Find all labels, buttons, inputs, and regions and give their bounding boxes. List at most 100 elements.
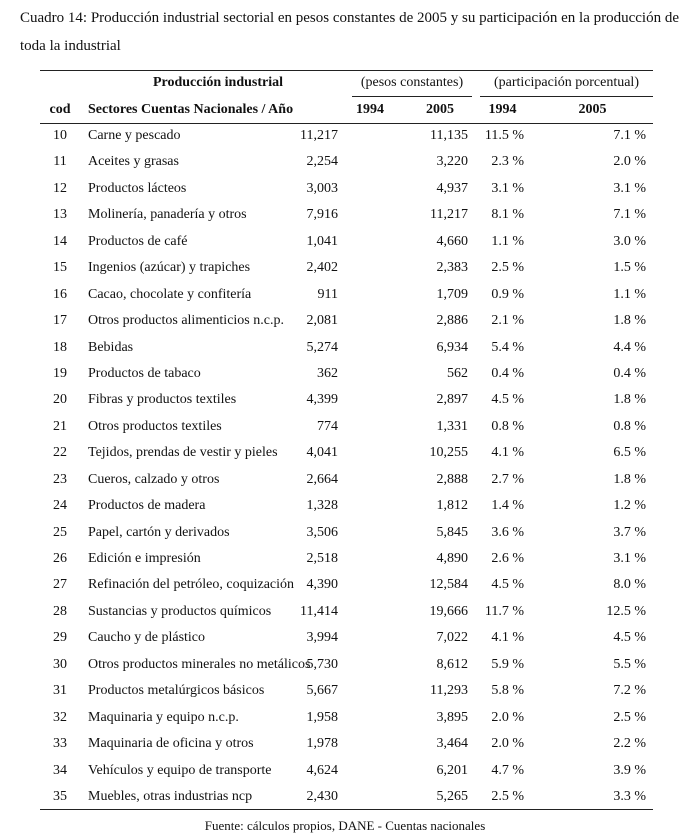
table-cell: 4.5 %	[491, 392, 524, 408]
table-cell: Cacao, chocolate y confitería	[88, 286, 252, 302]
table-cell: 1,812	[436, 498, 469, 514]
table-cell: 2,888	[436, 471, 469, 487]
table-cell: 1.8 %	[613, 471, 646, 487]
table-cell: 2.0 %	[491, 736, 524, 752]
table-cell: 12.5 %	[606, 603, 646, 619]
table-cell: 1.8 %	[613, 392, 646, 408]
table-cell: 2.0 %	[613, 154, 646, 170]
table-cell: 3.1 %	[491, 180, 524, 196]
table-cell: 8.1 %	[491, 207, 524, 223]
table-cell: 21	[53, 418, 67, 434]
table-cell: 3,003	[306, 180, 339, 196]
table-cell: 774	[317, 418, 338, 434]
table-cell: 6.5 %	[613, 445, 646, 461]
table-cell: Vehículos y equipo de transporte	[88, 762, 272, 778]
table-cell: 13	[53, 207, 67, 223]
table-cell: 8,612	[436, 656, 469, 672]
table-cell: Ingenios (azúcar) y trapiches	[88, 260, 251, 276]
table-cell: 31	[53, 683, 67, 699]
table-cell: 362	[317, 365, 338, 381]
group-header: (participación porcentual)	[494, 75, 639, 90]
table-cell: Productos de café	[88, 233, 188, 249]
table-cell: 3.1 %	[613, 551, 646, 567]
table-cell: 1.8 %	[613, 313, 646, 329]
table-cell: 4,660	[436, 233, 469, 249]
table-cell: 12	[53, 180, 67, 196]
header-rule	[40, 123, 653, 124]
table-cell: 7,916	[306, 207, 339, 223]
table-cell: Productos lácteos	[88, 180, 187, 196]
caption: Cuadro 14: Producción industrial sectori…	[20, 10, 679, 54]
table-cell: 12,584	[429, 577, 469, 593]
group-rule	[352, 96, 472, 97]
bottom-rule	[40, 809, 653, 810]
table-cell: 5,845	[436, 524, 469, 540]
table-cell: 2,081	[306, 313, 339, 329]
table-cell: 2.0 %	[491, 709, 524, 725]
table-cell: 3.9 %	[613, 762, 646, 778]
table-cell: 11.7 %	[484, 603, 524, 619]
table-cell: 1.2 %	[613, 498, 646, 514]
table-cell: Aceites y grasas	[88, 154, 179, 170]
table-cell: 19,666	[429, 603, 469, 619]
table-cell: Cueros, calzado y otros	[88, 471, 220, 487]
table-cell: 4.1 %	[491, 630, 524, 646]
table-cell: 23	[53, 471, 67, 487]
table-cell: 5.9 %	[491, 656, 524, 672]
group-header: Producción industrial	[152, 75, 284, 90]
table-cell: 2.7 %	[491, 471, 524, 487]
table-cell: 7,022	[436, 630, 469, 646]
table-cell: 4,937	[436, 180, 469, 196]
table-cell: 1,978	[306, 736, 339, 752]
table-cell: 2,383	[436, 260, 469, 276]
table-cell: Productos metalúrgicos básicos	[88, 683, 265, 699]
table-cell: 33	[53, 736, 67, 752]
table-cell: 10	[53, 128, 67, 143]
table-cell: 2.6 %	[491, 551, 524, 567]
table-cell: 2,664	[306, 471, 339, 487]
table-cell: 911	[317, 286, 338, 302]
table-cell: 3.0 %	[613, 233, 646, 249]
table-cell: 11,217	[430, 207, 468, 223]
column-header: 2005	[578, 102, 607, 117]
table-cell: Fibras y productos textiles	[88, 392, 237, 408]
column-header: 1994	[356, 102, 384, 117]
table-cell: 2,254	[306, 154, 339, 170]
table-cell: 1.5 %	[613, 260, 646, 276]
top-rule	[40, 70, 653, 71]
table-cell: 17	[53, 313, 67, 329]
table-cell: 0.9 %	[491, 286, 524, 302]
table-cell: 14	[53, 233, 67, 249]
table-cell: Maquinaria de oficina y otros	[88, 736, 254, 752]
table-cell: 22	[53, 445, 67, 461]
table-cell: 3,220	[436, 154, 469, 170]
column-header: cod	[49, 102, 71, 117]
table-cell: 3.1 %	[613, 180, 646, 196]
table-cell: 1,331	[436, 418, 469, 434]
table-cell: 0.8 %	[491, 418, 524, 434]
table-cell: 1,958	[306, 709, 339, 725]
table-cell: 11	[53, 154, 67, 170]
table-cell: 25	[53, 524, 67, 540]
table-cell: 32	[53, 709, 67, 725]
table-cell: 4,041	[306, 445, 339, 461]
table-cell: Sustancias y productos químicos	[88, 603, 272, 619]
table-cell: 15	[53, 260, 67, 276]
table-cell: 34	[53, 762, 67, 778]
table-cell: Carne y pescado	[88, 128, 181, 143]
table-cell: 30	[53, 656, 67, 672]
table-cell: 2.5 %	[491, 260, 524, 276]
table-cell: 11.5 %	[484, 128, 524, 143]
table-cell: 5.5 %	[613, 656, 646, 672]
table-cell: 5,730	[306, 656, 339, 672]
table-cell: Papel, cartón y derivados	[88, 524, 230, 540]
table-cell: Edición e impresión	[88, 551, 201, 567]
source-note: Fuente: cálculos propios, DANE - Cuentas…	[204, 818, 486, 833]
table-cell: 3,464	[436, 736, 469, 752]
table-cell: 4,624	[306, 762, 339, 778]
table-cell: 3.7 %	[613, 524, 646, 540]
table-cell: 7.1 %	[613, 207, 646, 223]
table-cell: 7.2 %	[613, 683, 646, 699]
group-rule	[480, 96, 653, 97]
table-cell: 11,135	[430, 128, 468, 143]
